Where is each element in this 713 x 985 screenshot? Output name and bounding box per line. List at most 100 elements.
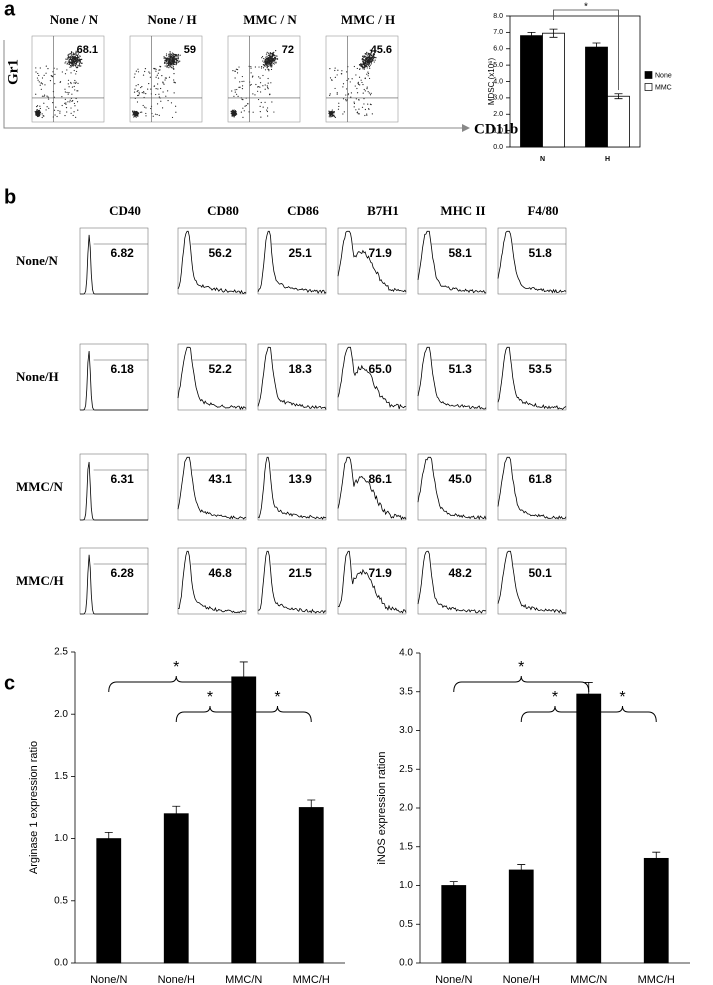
flow-dot — [271, 64, 273, 66]
flow-dot — [67, 54, 69, 56]
flow-dot — [177, 55, 179, 57]
flow-dot — [160, 100, 162, 102]
flow-dot — [59, 112, 61, 114]
flow-dot — [139, 111, 141, 113]
flow-dot — [373, 56, 375, 58]
legend-swatch — [644, 71, 653, 79]
flow-dot — [65, 107, 68, 109]
histogram-value: 56.2 — [208, 246, 232, 260]
flow-dot — [265, 63, 268, 65]
histogram-frame — [497, 453, 567, 521]
flow-dot — [38, 109, 41, 111]
flow-dot — [328, 110, 330, 112]
flow-dot — [264, 69, 267, 71]
histogram-value: 18.3 — [288, 362, 312, 376]
flow-dot — [370, 63, 372, 65]
y-tick-label: 2.5 — [54, 647, 68, 658]
flow-dot — [145, 93, 147, 95]
flow-dots — [132, 51, 181, 119]
flow-dot — [262, 74, 264, 77]
flow-dot — [273, 54, 275, 57]
histogram-curve — [337, 550, 407, 614]
flow-dot — [73, 85, 75, 88]
flow-dot — [42, 115, 44, 117]
flow-dot — [74, 79, 76, 82]
flow-dot — [137, 71, 140, 73]
flow-dot — [75, 62, 77, 64]
flow-dot — [59, 110, 61, 112]
flow-dot — [357, 83, 360, 85]
flow-dot — [137, 94, 140, 96]
histogram-frame — [417, 343, 487, 411]
flow-dot — [71, 59, 73, 62]
flow-dot — [150, 107, 152, 110]
y-tick-label: 1.0 — [493, 127, 503, 134]
flow-dot — [342, 113, 344, 115]
y-tick-label: 3.0 — [493, 95, 503, 102]
flow-dot — [365, 64, 367, 67]
flow-dot — [366, 114, 368, 116]
histogram-curve — [417, 230, 487, 294]
flow-dot — [274, 56, 277, 59]
flow-dot — [173, 79, 175, 81]
flow-dot — [362, 92, 364, 94]
flow-dot — [67, 62, 69, 64]
flow-dot — [70, 52, 73, 54]
error-bar — [549, 28, 558, 38]
y-tick-label: 2.0 — [493, 111, 503, 118]
flow-dot — [56, 115, 58, 118]
flow-dot — [77, 53, 80, 55]
flow-dot — [368, 92, 370, 94]
histogram-curve — [177, 230, 247, 295]
flow-dot — [262, 106, 264, 108]
flow-dot — [175, 105, 177, 107]
flow-dot — [39, 67, 41, 69]
flow-dot — [336, 74, 338, 76]
flow-dot — [67, 83, 69, 85]
flow-dot — [168, 67, 170, 69]
y-tick-label: 0.5 — [399, 919, 413, 930]
flow-dot — [257, 86, 259, 88]
flow-dot — [366, 73, 368, 75]
flow-dot — [36, 105, 39, 107]
flow-dot — [179, 60, 181, 62]
flow-dot — [367, 71, 369, 73]
flow-title: None / N — [50, 12, 99, 27]
flow-dot — [61, 96, 63, 98]
flow-dot — [267, 77, 269, 80]
flow-dot — [36, 112, 39, 114]
bar — [542, 32, 565, 148]
significance-label: * — [207, 689, 213, 706]
flow-dot — [371, 56, 374, 58]
y-tick-label: 1.0 — [399, 880, 413, 891]
flow-dot — [266, 51, 268, 53]
flow-dot — [354, 85, 356, 87]
flow-dot — [235, 93, 238, 95]
flow-dot — [69, 66, 71, 68]
flow-dot — [268, 64, 270, 66]
flow-dot — [75, 51, 77, 54]
flow-dot — [368, 59, 370, 61]
flow-dot — [76, 51, 78, 53]
error-bar — [652, 851, 661, 865]
flow-dot — [233, 114, 235, 116]
flow-dot — [138, 91, 140, 93]
bar — [520, 35, 543, 148]
flow-dot — [266, 66, 268, 68]
flow-dot — [362, 83, 364, 86]
flow-dot — [173, 81, 175, 84]
flow-dot — [269, 53, 271, 55]
flow-dot — [169, 59, 172, 61]
flow-dot — [171, 63, 173, 65]
flow-dot — [353, 101, 355, 103]
flow-dot — [266, 65, 268, 67]
panel-label: c — [4, 672, 15, 694]
flow-dot — [271, 54, 273, 56]
flow-dot — [69, 64, 72, 67]
flow-dot — [367, 72, 370, 75]
flow-dot — [155, 88, 157, 90]
flow-dot — [258, 66, 260, 68]
flow-dot — [171, 57, 173, 59]
flow-dot — [355, 98, 357, 100]
